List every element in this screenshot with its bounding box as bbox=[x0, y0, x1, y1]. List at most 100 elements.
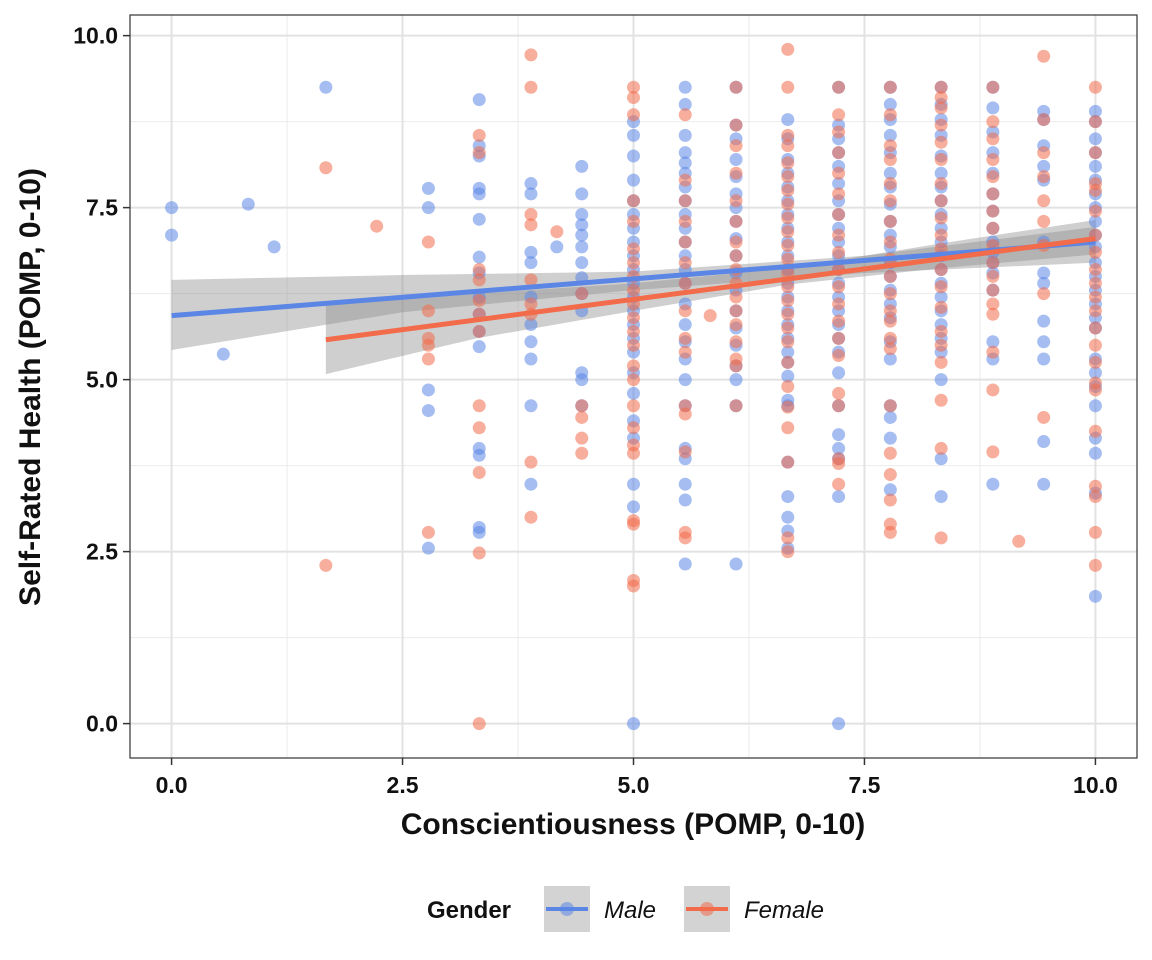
point-male-10 bbox=[421, 541, 435, 555]
point-female-41 bbox=[627, 242, 640, 256]
point-female-222 bbox=[1088, 424, 1102, 438]
point-female-80 bbox=[729, 214, 743, 228]
point-male-141 bbox=[781, 510, 795, 524]
point-male-168 bbox=[832, 717, 846, 731]
point-female-86 bbox=[729, 304, 743, 318]
point-male-196 bbox=[934, 166, 948, 180]
point-male-237 bbox=[1037, 314, 1051, 328]
point-male-167 bbox=[832, 490, 846, 504]
point-male-9 bbox=[421, 404, 435, 418]
point-female-194 bbox=[986, 445, 1000, 459]
point-female-117 bbox=[832, 80, 846, 94]
point-female-34 bbox=[575, 431, 589, 445]
point-female-152 bbox=[883, 399, 897, 413]
point-female-48 bbox=[627, 338, 640, 352]
point-male-52 bbox=[627, 128, 640, 142]
point-female-138 bbox=[883, 108, 897, 122]
point-female-195 bbox=[1012, 534, 1026, 548]
point-male-92 bbox=[678, 373, 692, 387]
point-female-9 bbox=[472, 128, 486, 142]
point-male-149 bbox=[832, 177, 846, 191]
point-female-17 bbox=[472, 421, 486, 435]
point-female-215 bbox=[1088, 290, 1102, 304]
point-female-67 bbox=[678, 331, 692, 345]
point-male-17 bbox=[472, 250, 486, 264]
point-male-42 bbox=[575, 228, 589, 242]
point-female-216 bbox=[1088, 304, 1102, 318]
point-female-193 bbox=[986, 383, 1000, 397]
point-female-201 bbox=[1037, 214, 1051, 228]
point-male-22 bbox=[472, 340, 486, 354]
point-female-94 bbox=[781, 128, 795, 142]
point-female-63 bbox=[678, 235, 692, 249]
point-female-102 bbox=[781, 238, 795, 252]
point-female-146 bbox=[883, 269, 897, 283]
point-male-37 bbox=[550, 240, 564, 254]
point-female-16 bbox=[472, 399, 486, 413]
point-female-130 bbox=[832, 331, 846, 345]
point-female-118 bbox=[832, 108, 846, 122]
point-female-135 bbox=[832, 457, 846, 471]
point-female-188 bbox=[986, 269, 1000, 283]
point-female-37 bbox=[627, 91, 640, 105]
point-female-174 bbox=[934, 355, 948, 369]
point-female-12 bbox=[472, 273, 486, 287]
point-female-18 bbox=[472, 465, 486, 479]
point-female-183 bbox=[986, 187, 1000, 201]
point-female-10 bbox=[472, 146, 486, 160]
point-male-214 bbox=[986, 101, 1000, 115]
point-male-33 bbox=[524, 335, 538, 349]
point-female-66 bbox=[678, 304, 692, 318]
point-female-213 bbox=[1088, 263, 1102, 277]
point-female-28 bbox=[524, 455, 538, 469]
point-female-124 bbox=[832, 228, 846, 242]
point-female-189 bbox=[986, 283, 1000, 297]
point-female-127 bbox=[832, 280, 846, 294]
point-male-262 bbox=[1088, 399, 1102, 413]
point-female-110 bbox=[781, 355, 795, 369]
point-female-122 bbox=[832, 187, 846, 201]
point-female-60 bbox=[678, 173, 692, 187]
point-female-123 bbox=[832, 208, 846, 222]
point-male-36 bbox=[524, 477, 538, 491]
point-male-239 bbox=[1037, 352, 1051, 366]
fit-line-male bbox=[171, 239, 1096, 319]
point-female-92 bbox=[781, 42, 795, 56]
point-male-75 bbox=[678, 97, 692, 111]
point-male-186 bbox=[883, 352, 897, 366]
point-male-74 bbox=[678, 80, 692, 94]
point-female-22 bbox=[524, 80, 538, 94]
point-female-109 bbox=[781, 335, 795, 349]
point-female-219 bbox=[1088, 355, 1102, 369]
point-male-44 bbox=[575, 256, 589, 270]
point-male-172 bbox=[883, 128, 897, 142]
point-female-82 bbox=[729, 249, 743, 263]
point-female-101 bbox=[781, 225, 795, 239]
point-female-171 bbox=[934, 300, 948, 314]
point-male-0 bbox=[165, 201, 179, 215]
x-axis-ticks: 0.0 2.5 5.0 7.5 10.0 bbox=[156, 758, 1118, 798]
point-female-142 bbox=[883, 194, 897, 208]
point-female-205 bbox=[1088, 80, 1102, 94]
point-male-240 bbox=[1037, 435, 1051, 449]
point-male-264 bbox=[1088, 446, 1102, 460]
point-male-30 bbox=[524, 256, 538, 270]
point-female-206 bbox=[1088, 115, 1102, 129]
point-male-115 bbox=[729, 373, 743, 387]
point-female-131 bbox=[832, 349, 846, 363]
point-male-2 bbox=[216, 347, 230, 361]
point-male-189 bbox=[883, 431, 897, 445]
point-female-170 bbox=[934, 280, 948, 294]
point-female-40 bbox=[627, 214, 640, 228]
point-male-26 bbox=[472, 525, 486, 539]
x-tick-label-3: 7.5 bbox=[848, 772, 880, 798]
point-male-78 bbox=[678, 156, 692, 170]
point-female-93 bbox=[781, 80, 795, 94]
point-male-34 bbox=[524, 352, 538, 366]
point-female-4 bbox=[421, 304, 435, 318]
point-female-24 bbox=[524, 218, 538, 232]
point-male-71 bbox=[627, 477, 640, 491]
point-female-176 bbox=[934, 441, 948, 455]
point-female-217 bbox=[1088, 321, 1102, 335]
point-male-76 bbox=[678, 128, 692, 142]
